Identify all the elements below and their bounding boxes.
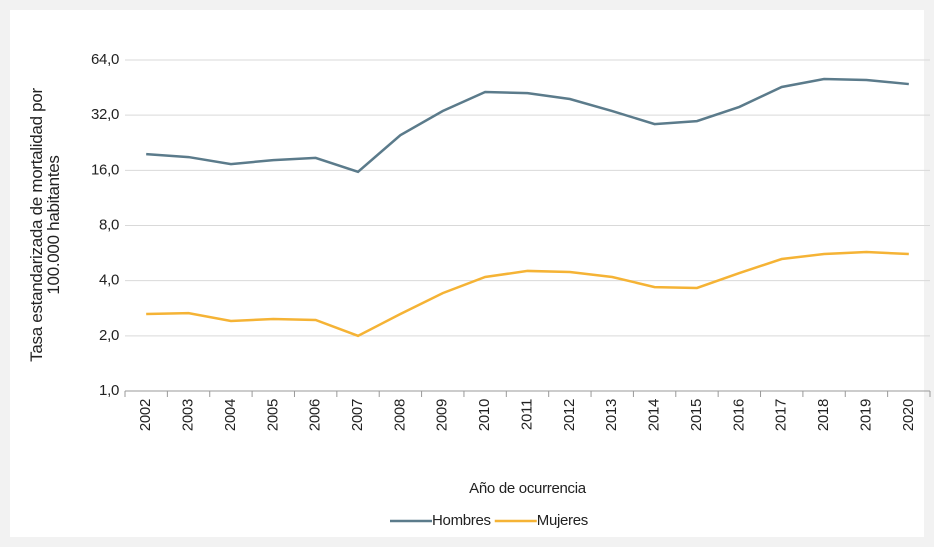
x-tick-label: 2018 (815, 399, 832, 431)
x-tick-label: 2004 (222, 399, 239, 431)
y-tick-label: 16,0 (91, 161, 119, 178)
y-tick-label: 2,0 (99, 327, 119, 344)
x-tick-label: 2007 (349, 399, 366, 431)
panel (10, 10, 924, 537)
y-tick-label: 4,0 (99, 272, 119, 289)
x-tick-label: 2006 (307, 399, 324, 431)
x-tick-label: 2020 (900, 399, 917, 431)
x-tick-label: 2012 (561, 399, 578, 431)
x-tick-label: 2015 (688, 399, 705, 431)
x-tick-label: 2003 (180, 399, 197, 431)
x-tick-label: 2010 (476, 399, 493, 431)
x-tick-label: 2009 (434, 399, 451, 431)
y-axis-label-line: Tasa estandarizada de mortalidad por (27, 88, 46, 362)
x-tick-label: 2014 (646, 399, 663, 431)
x-tick-label: 2016 (730, 399, 747, 431)
series-line (146, 250, 909, 338)
legend-label: Hombres (432, 512, 491, 529)
legend-label: Mujeres (537, 512, 588, 529)
y-axis-label-line: 100.000 habitantes (44, 155, 63, 294)
x-tick-label: 2013 (603, 399, 620, 431)
y-tick-label: 32,0 (91, 106, 119, 123)
x-tick-label: 2005 (264, 399, 281, 431)
y-tick-label: 1,0 (99, 382, 119, 399)
x-tick-label: 2011 (518, 399, 535, 430)
series-line (146, 77, 909, 174)
x-tick-label: 2008 (391, 399, 408, 431)
y-tick-label: 64,0 (91, 51, 119, 68)
x-tick-label: 2002 (137, 399, 154, 431)
x-tick-label: 2017 (773, 399, 790, 431)
x-axis-label: Año de ocurrencia (469, 480, 587, 497)
y-tick-label: 8,0 (99, 216, 119, 233)
y-axis-label: Tasa estandarizada de mortalidad por100.… (27, 88, 63, 362)
x-tick-label: 2019 (857, 399, 874, 431)
